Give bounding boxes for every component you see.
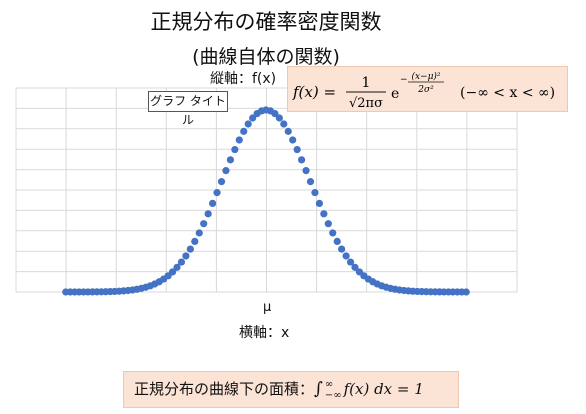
data-point xyxy=(222,167,230,175)
mu-tick-label: μ xyxy=(263,300,272,315)
data-point xyxy=(177,258,186,266)
formula-domain: (−∞ < x < ∞) xyxy=(460,85,555,101)
data-point xyxy=(200,220,208,228)
data-point xyxy=(213,189,221,197)
data-point xyxy=(462,288,470,296)
data-point xyxy=(351,263,359,271)
formula-lhs: f(x) = xyxy=(292,83,336,101)
area-label: 正規分布の曲線下の面積： xyxy=(134,380,315,398)
data-point xyxy=(217,178,226,186)
data-point xyxy=(271,110,279,118)
data-point xyxy=(209,199,217,208)
formula-minus: − xyxy=(400,75,408,85)
chart-grid xyxy=(15,87,518,293)
data-point xyxy=(235,136,243,144)
data-point xyxy=(244,120,252,128)
formula-exp-numerator: (x−μ)² xyxy=(411,71,440,82)
integral-upper-limit: ∞ xyxy=(324,378,334,390)
data-point xyxy=(195,229,203,237)
integral-sign: ∫ xyxy=(314,379,323,399)
data-point xyxy=(293,145,301,154)
data-point xyxy=(302,167,310,175)
chart-title-placeholder[interactable]: グラフ タイトル xyxy=(148,91,228,127)
data-point xyxy=(338,245,346,253)
formula-exp-denominator: 2σ² xyxy=(417,85,434,95)
data-points xyxy=(62,106,470,296)
data-point xyxy=(306,178,315,186)
title-line-2: (曲線自体の関数) xyxy=(192,46,340,68)
data-point xyxy=(191,237,199,245)
data-point xyxy=(168,268,177,276)
title-line-1: 正規分布の確率密度関数 xyxy=(150,10,382,34)
pdf-formula: f(x) = 1 √2πσ e − (x−μ)² 2σ² (−∞ < x < ∞… xyxy=(287,66,568,112)
data-point xyxy=(231,145,239,154)
data-point xyxy=(342,252,350,260)
data-point xyxy=(182,252,190,260)
formula-denominator: √2πσ xyxy=(349,96,383,111)
data-point xyxy=(226,156,234,164)
integral-lower-limit: −∞ xyxy=(324,389,342,401)
formula-numerator: 1 xyxy=(362,75,371,91)
data-point xyxy=(298,156,306,164)
data-point xyxy=(186,245,194,253)
data-point xyxy=(249,114,257,122)
data-point xyxy=(173,263,181,271)
formula-base: e xyxy=(391,86,399,102)
y-axis-label: 縦軸：f(x) xyxy=(210,71,277,87)
data-point xyxy=(240,127,248,135)
data-point xyxy=(346,258,355,266)
data-point xyxy=(311,189,319,197)
data-point xyxy=(280,120,288,128)
area-formula: 正規分布の曲線下の面積：∫ ∞ −∞ f(x) dx = 1 xyxy=(123,371,459,408)
data-point xyxy=(289,136,297,144)
integrand: f(x) dx = 1 xyxy=(343,380,424,398)
data-point xyxy=(324,220,332,228)
data-point xyxy=(315,199,323,208)
data-point xyxy=(320,210,328,218)
data-point xyxy=(204,210,212,218)
data-point xyxy=(284,127,292,135)
data-point xyxy=(275,114,283,122)
data-point xyxy=(333,237,341,245)
x-axis-label: 横軸：x xyxy=(239,325,290,341)
data-point xyxy=(329,229,337,237)
